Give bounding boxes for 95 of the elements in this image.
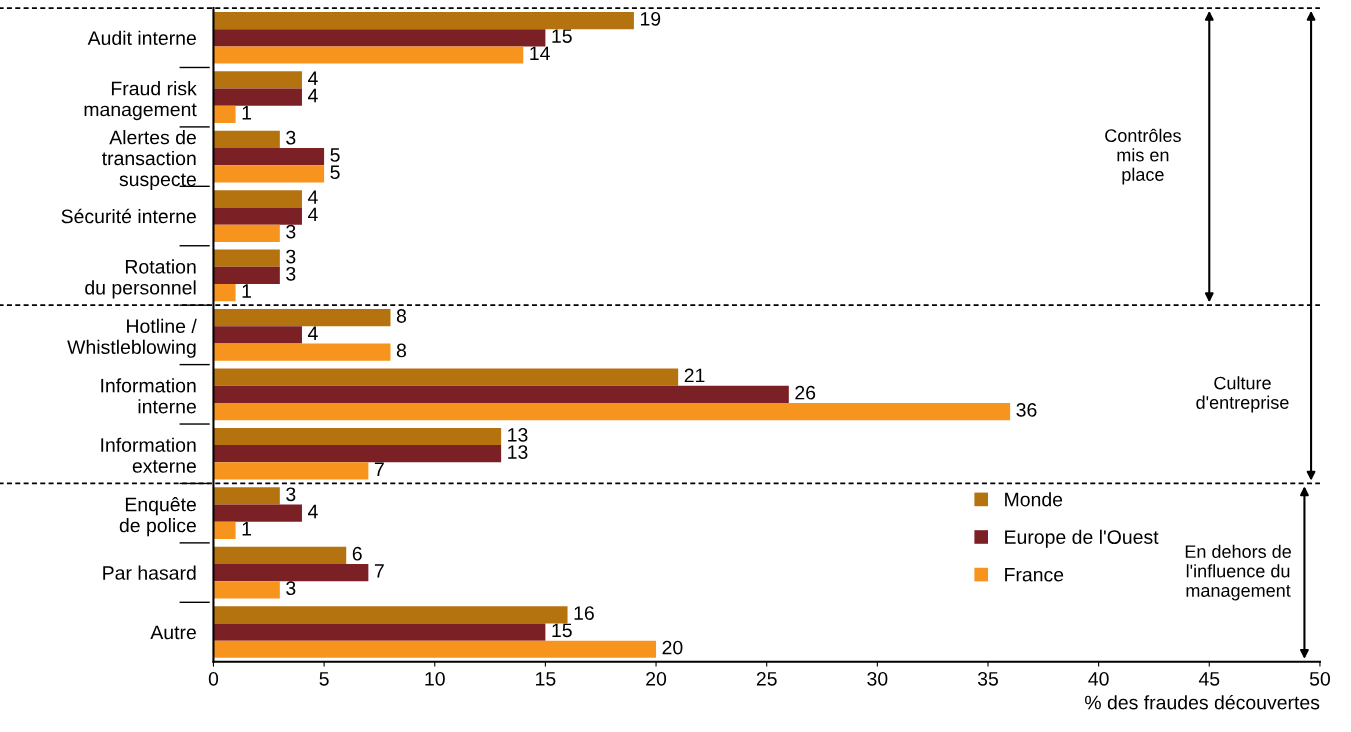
data-label: 26 [795, 385, 816, 400]
bar [213, 462, 369, 480]
bar [213, 148, 325, 166]
y-tick-label: Fraud risk management [84, 81, 197, 121]
data-label: 13 [508, 445, 528, 459]
bar [213, 402, 1011, 421]
annotation: Culture d'entreprise [1196, 376, 1289, 413]
bar [213, 207, 302, 225]
x-tick-label: 45 [1198, 672, 1220, 686]
data-label: 4 [307, 71, 318, 85]
bar [213, 487, 280, 505]
data-label: 1 [242, 284, 252, 298]
bar [213, 445, 502, 463]
bar [213, 606, 568, 624]
annotation: En dehors de l'influence du management [1185, 544, 1291, 601]
data-label: 15 [552, 29, 572, 43]
y-tick-label: Alertes de transaction suspecte [101, 130, 196, 191]
bar [213, 546, 347, 564]
x-tick-label: 25 [756, 671, 777, 686]
bar [213, 29, 546, 47]
y-tick-label: Autre [150, 625, 196, 640]
bar [213, 190, 302, 208]
data-label: 21 [684, 368, 705, 383]
y-tick-label: Hotline / Whistleblowing [67, 318, 197, 358]
bar [213, 11, 634, 30]
data-label: 16 [574, 606, 594, 620]
bar [213, 284, 236, 302]
bar [213, 504, 302, 522]
data-label: 6 [352, 546, 362, 561]
data-label: 15 [552, 623, 572, 638]
bar [213, 224, 280, 242]
data-label: 4 [307, 207, 318, 222]
y-tick-label: Information externe [101, 437, 196, 473]
legend-label: Monde [1005, 492, 1063, 507]
bar [213, 521, 236, 540]
bar [213, 623, 546, 641]
x-tick-label: 10 [425, 671, 445, 686]
bar [213, 130, 280, 148]
bar [213, 309, 391, 327]
data-label: 1 [242, 106, 252, 120]
bar [213, 71, 302, 89]
data-label: 7 [374, 462, 384, 476]
data-label: 3 [286, 581, 296, 596]
x-tick-label: 50 [1309, 671, 1330, 686]
data-label: 4 [307, 504, 318, 519]
bar [213, 249, 280, 267]
bar [213, 88, 302, 106]
data-label: 4 [307, 326, 318, 340]
legend-label: France [1005, 567, 1064, 582]
data-label: 5 [330, 165, 340, 180]
x-tick-label: 0 [208, 671, 219, 686]
y-tick-label: Enquête de police [119, 497, 196, 537]
bar [213, 385, 789, 403]
x-tick-label: 30 [867, 671, 888, 686]
x-tick-label: 40 [1088, 671, 1109, 686]
bar [213, 640, 657, 658]
data-label: 4 [307, 88, 318, 103]
data-label: 1 [242, 522, 252, 536]
data-label: 19 [640, 11, 661, 26]
bar [213, 343, 391, 361]
data-label: 8 [396, 343, 407, 358]
data-label: 7 [374, 564, 384, 578]
data-label: 3 [286, 266, 296, 281]
data-label: 20 [662, 640, 683, 655]
x-tick-label: 5 [319, 672, 329, 686]
bar [213, 368, 679, 386]
data-label: 13 [508, 427, 528, 442]
data-label: 36 [1016, 403, 1037, 417]
bar [213, 266, 280, 285]
y-tick-label: Rotation du personnel [85, 259, 196, 299]
data-label: 3 [286, 130, 296, 145]
y-tick-label: Audit interne [87, 30, 196, 45]
data-label: 4 [307, 190, 318, 204]
bar [213, 427, 502, 446]
y-tick-label: Information interne [101, 378, 196, 414]
x-tick-label: 15 [536, 672, 556, 686]
y-tick-label: Sécurité interne [61, 208, 196, 224]
bar [213, 165, 325, 183]
bar [213, 46, 524, 64]
data-label: 5 [330, 148, 340, 162]
data-label: 3 [286, 249, 296, 264]
data-label: 8 [396, 309, 407, 323]
bar [213, 563, 369, 582]
x-axis-title: % des fraudes découvertes [1085, 694, 1320, 710]
data-label: 14 [530, 46, 550, 61]
bar [213, 326, 302, 344]
data-label: 3 [286, 224, 296, 239]
legend-label: Europe de l'Ouest [1005, 529, 1159, 548]
bar [213, 105, 236, 124]
bar [213, 581, 280, 599]
annotation: Contrôles mis en place [1105, 128, 1181, 185]
data-label: 3 [286, 487, 296, 502]
x-tick-label: 35 [977, 671, 998, 686]
y-tick-label: Par hasard [103, 565, 196, 580]
x-tick-label: 20 [646, 671, 667, 686]
